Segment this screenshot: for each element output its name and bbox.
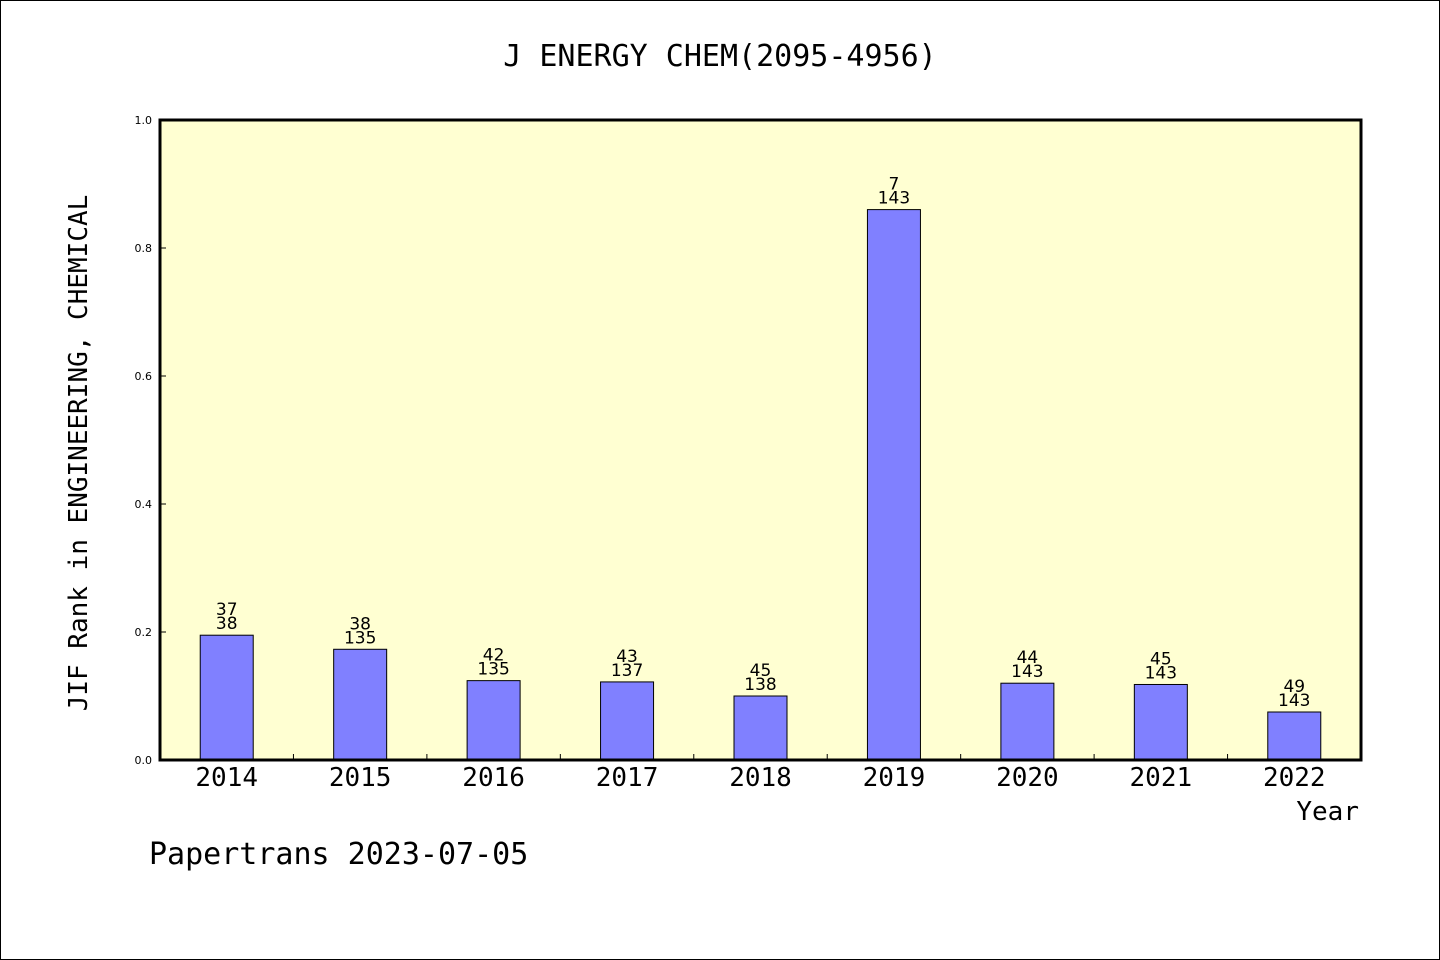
rank-label: 49 xyxy=(1283,677,1305,697)
y-tick-label: 0.0 xyxy=(135,754,153,767)
y-tick-label: 0.8 xyxy=(135,242,153,255)
bar-2017 xyxy=(600,681,655,761)
x-tick-label: 2017 xyxy=(596,763,659,793)
rank-label: 45 xyxy=(750,661,772,681)
y-axis: 0.0 0.2 0.4 0.6 0.8 1.0 xyxy=(135,114,166,767)
x-axis-label: Year xyxy=(1296,797,1359,827)
total-label: 143 xyxy=(1145,663,1177,683)
y-tick-label: 0.4 xyxy=(135,498,153,511)
x-tick-label: 2021 xyxy=(1130,763,1193,793)
x-axis: 2014 2015 2016 2017 2018 2019 2020 2021 2022 xyxy=(195,754,1326,793)
total-label: 143 xyxy=(1278,691,1310,711)
bar-2014 xyxy=(199,634,254,761)
bar-2015 xyxy=(333,648,388,761)
plot-border xyxy=(158,118,1363,762)
total-label: 135 xyxy=(477,660,509,680)
rank-label: 42 xyxy=(483,646,505,666)
total-label: 137 xyxy=(611,661,643,681)
bar-2018 xyxy=(733,695,788,761)
bar-2016 xyxy=(466,680,521,761)
bars xyxy=(199,209,1322,761)
footer-credit: Papertrans 2023-07-05 xyxy=(149,837,528,872)
y-tick-label: 0.6 xyxy=(135,370,153,383)
x-tick-label: 2022 xyxy=(1263,763,1326,793)
chart-title: J ENERGY CHEM(2095-4956) xyxy=(503,39,936,74)
y-tick-label: 0.2 xyxy=(135,626,153,639)
total-label: 143 xyxy=(1011,662,1043,682)
bar-2022 xyxy=(1267,711,1322,761)
total-label: 135 xyxy=(344,628,376,648)
x-tick-label: 2019 xyxy=(863,763,926,793)
y-axis-label: JIF Rank in ENGINEERING, CHEMICAL xyxy=(64,195,94,712)
rank-label: 44 xyxy=(1017,648,1039,668)
x-tick-label: 2014 xyxy=(195,763,258,793)
bar-2021 xyxy=(1133,683,1188,761)
bar-2020 xyxy=(1000,682,1055,761)
rank-label: 38 xyxy=(349,614,371,634)
total-label: 143 xyxy=(878,189,910,209)
bar-2019 xyxy=(866,209,921,761)
x-tick-label: 2016 xyxy=(462,763,525,793)
x-tick-label: 2015 xyxy=(329,763,392,793)
rank-label: 43 xyxy=(616,647,638,667)
x-tick-label: 2018 xyxy=(729,763,792,793)
rank-label: 7 xyxy=(889,175,900,195)
total-label: 38 xyxy=(216,614,238,634)
y-tick-label: 1.0 xyxy=(135,114,153,127)
rank-label: 45 xyxy=(1150,649,1172,669)
total-label: 138 xyxy=(744,675,776,695)
rank-label: 37 xyxy=(216,600,238,620)
x-tick-label: 2020 xyxy=(996,763,1059,793)
